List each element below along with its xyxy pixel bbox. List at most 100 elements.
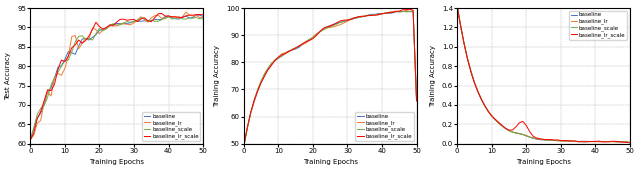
baseline_lr_scale (151, 17, 159, 19)
baseline_scale (364, 14, 372, 16)
baseline_lr_scale (568, 140, 575, 142)
baseline_scale (82, 38, 90, 40)
baseline_lr (182, 11, 189, 13)
baseline (295, 46, 303, 48)
baseline_lr_scale (354, 16, 362, 18)
Y-axis label: Test Accuracy: Test Accuracy (6, 52, 12, 100)
baseline_lr_scale (623, 141, 630, 143)
Line: baseline: baseline (30, 15, 203, 140)
baseline_scale (626, 141, 634, 143)
baseline_lr (626, 142, 634, 144)
baseline (196, 14, 204, 16)
Line: baseline_scale: baseline_scale (457, 6, 630, 142)
baseline_lr (196, 16, 204, 18)
baseline_lr_scale (295, 45, 303, 47)
baseline_lr_scale (278, 54, 285, 56)
baseline_lr (82, 37, 90, 39)
baseline_lr (151, 15, 159, 17)
baseline (509, 131, 516, 133)
baseline_scale (295, 45, 303, 47)
baseline (505, 129, 513, 131)
baseline_lr_scale (509, 129, 516, 131)
baseline (492, 119, 499, 121)
baseline_scale (409, 10, 417, 12)
baseline_scale (196, 18, 204, 20)
Line: baseline_lr_scale: baseline_lr_scale (30, 14, 203, 140)
baseline_scale (406, 11, 413, 13)
baseline_lr_scale (406, 8, 413, 10)
baseline (354, 17, 362, 19)
baseline (626, 141, 634, 143)
baseline_lr (509, 131, 516, 133)
baseline (568, 140, 575, 142)
baseline_lr_scale (409, 9, 417, 11)
baseline_scale (199, 18, 207, 20)
baseline_lr (65, 55, 72, 57)
baseline_lr_scale (578, 141, 586, 143)
baseline_lr_scale (199, 14, 207, 16)
baseline (453, 5, 461, 7)
Legend: baseline, baseline_lr, baseline_scale, baseline_lr_scale: baseline, baseline_lr, baseline_scale, b… (355, 112, 414, 141)
baseline_lr (578, 141, 586, 143)
Line: baseline_lr: baseline_lr (457, 6, 630, 143)
baseline_scale (505, 130, 513, 132)
baseline_lr_scale (626, 142, 634, 144)
baseline_lr (453, 5, 461, 7)
Legend: baseline, baseline_lr, baseline_scale, baseline_lr_scale: baseline, baseline_lr, baseline_scale, b… (569, 11, 627, 40)
baseline_lr (623, 141, 630, 143)
baseline_lr (364, 15, 372, 17)
baseline_lr_scale (26, 139, 34, 141)
baseline_lr (568, 140, 575, 142)
baseline_scale (623, 141, 630, 143)
baseline (26, 139, 34, 141)
baseline_scale (65, 59, 72, 61)
baseline_lr (278, 53, 285, 55)
Line: baseline_scale: baseline_scale (244, 11, 417, 146)
baseline (193, 14, 200, 16)
baseline_lr (505, 129, 513, 131)
Y-axis label: Training Accuracy: Training Accuracy (430, 45, 436, 107)
baseline_lr_scale (364, 14, 372, 16)
Line: baseline_lr: baseline_lr (244, 10, 417, 146)
baseline (151, 18, 159, 21)
Line: baseline_scale: baseline_scale (30, 17, 203, 140)
baseline_scale (568, 140, 575, 142)
baseline_lr_scale (82, 40, 90, 42)
baseline_scale (240, 145, 248, 147)
baseline_lr_scale (492, 118, 499, 120)
baseline (199, 15, 207, 17)
baseline_scale (141, 18, 148, 20)
baseline (65, 50, 72, 52)
Legend: baseline, baseline_lr, baseline_scale, baseline_lr_scale: baseline, baseline_lr, baseline_scale, b… (142, 112, 200, 141)
baseline_lr_scale (196, 13, 204, 15)
baseline_lr (403, 9, 410, 11)
baseline (278, 55, 285, 57)
baseline_lr_scale (292, 47, 300, 49)
baseline_lr_scale (453, 5, 461, 7)
Line: baseline: baseline (457, 6, 630, 142)
baseline_lr (26, 139, 34, 141)
baseline_lr (199, 16, 207, 18)
baseline_scale (578, 141, 586, 143)
baseline_lr (240, 145, 248, 147)
baseline (413, 100, 420, 102)
baseline_scale (278, 55, 285, 57)
Line: baseline_lr_scale: baseline_lr_scale (457, 6, 630, 143)
baseline_lr_scale (240, 145, 248, 147)
baseline_scale (492, 119, 499, 121)
baseline_lr (354, 16, 362, 18)
baseline_lr (78, 42, 86, 44)
baseline_lr (492, 119, 499, 121)
baseline (578, 140, 586, 142)
baseline_lr (413, 100, 420, 102)
baseline_lr_scale (413, 100, 420, 102)
X-axis label: Training Epochs: Training Epochs (89, 159, 144, 166)
baseline_scale (453, 5, 461, 7)
baseline_lr_scale (158, 12, 166, 15)
baseline (78, 38, 86, 40)
baseline (82, 37, 90, 40)
baseline_scale (26, 139, 34, 141)
baseline_scale (509, 131, 516, 133)
baseline_lr_scale (505, 129, 513, 131)
baseline_lr (409, 10, 417, 12)
